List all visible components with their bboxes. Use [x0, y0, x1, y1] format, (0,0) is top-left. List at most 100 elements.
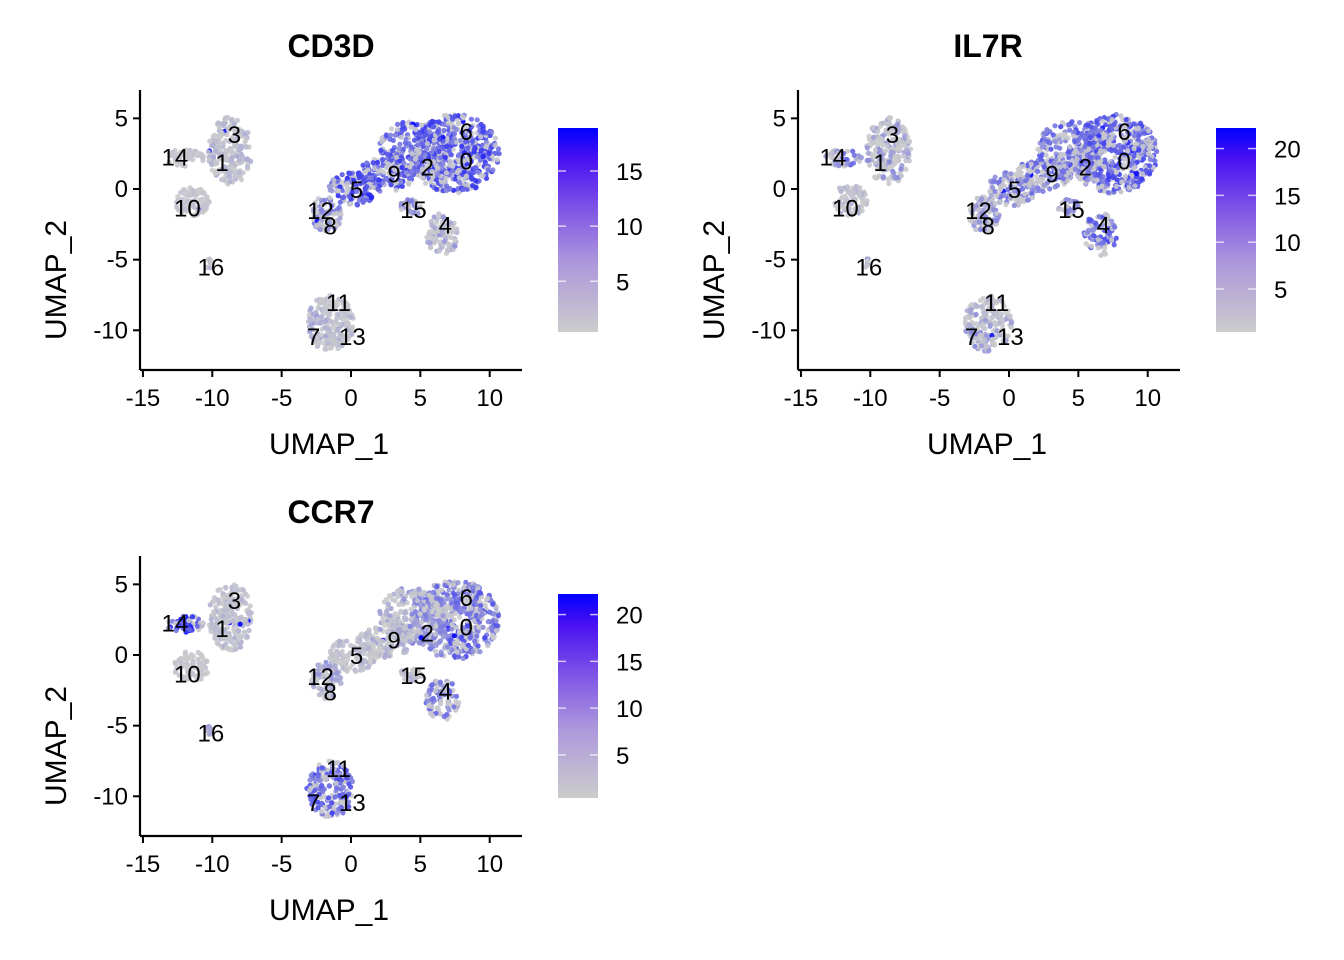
cell-point — [332, 656, 339, 662]
cell-point — [1078, 148, 1084, 154]
cell-point — [409, 611, 415, 617]
x-tick-label: 0 — [1002, 385, 1015, 412]
cell-point — [980, 325, 987, 331]
cell-point — [990, 179, 996, 185]
colorbar-tick-label: 10 — [1274, 230, 1301, 257]
cell-point — [450, 163, 456, 169]
cell-point — [450, 581, 456, 588]
cell-point — [394, 588, 401, 595]
cell-point — [495, 612, 501, 619]
cell-point — [457, 160, 463, 166]
cell-point — [441, 713, 447, 720]
cell-point — [359, 631, 365, 637]
cell-point — [456, 175, 462, 181]
cell-point — [1041, 130, 1047, 136]
y-axis-title: UMAP_2 — [698, 220, 731, 340]
cell-point — [474, 633, 480, 639]
cell-point — [457, 137, 463, 143]
cell-point — [1109, 161, 1115, 167]
x-tick-label: -15 — [784, 385, 819, 412]
cell-point — [478, 147, 484, 153]
cluster-label: 0 — [1117, 149, 1130, 176]
cell-point — [367, 658, 373, 665]
cell-point — [492, 135, 498, 141]
cell-point — [485, 595, 491, 601]
cell-point — [1119, 179, 1125, 185]
cell-point — [407, 639, 413, 645]
cell-point — [1131, 146, 1137, 152]
cell-point — [399, 589, 405, 595]
cell-point — [412, 588, 418, 594]
cell-point — [470, 648, 476, 654]
cell-point — [468, 116, 474, 122]
cell-point — [1071, 129, 1077, 135]
cell-point — [456, 190, 462, 196]
cell-point — [430, 174, 436, 180]
cell-point — [478, 121, 484, 127]
cell-point — [1022, 191, 1028, 197]
cell-point — [850, 189, 857, 195]
cell-point — [494, 157, 500, 163]
cell-point — [451, 617, 457, 623]
cell-point — [838, 188, 844, 194]
x-tick-label: 5 — [1072, 385, 1085, 412]
panel-ccr7: CCR7 -15 -10 -5 0 5 10 -10 -5 0 5 UMAP_1 UMAP_2 0 1 2 3… — [40, 494, 643, 927]
cell-point — [1085, 229, 1091, 235]
cell-point — [428, 179, 434, 185]
cell-point — [1143, 167, 1149, 173]
cluster-label: 14 — [819, 145, 846, 172]
cell-point — [402, 647, 408, 653]
cell-point — [460, 642, 466, 648]
cell-point — [387, 613, 393, 619]
cell-point — [1020, 163, 1026, 169]
cell-point — [490, 167, 496, 173]
cell-point — [1146, 128, 1152, 134]
cell-point — [430, 695, 436, 702]
cell-point — [1086, 146, 1092, 152]
colorbar-tick-label: 5 — [1274, 277, 1287, 304]
cell-point — [851, 152, 857, 158]
cell-point — [1065, 169, 1072, 175]
cell-point — [886, 180, 892, 187]
cell-point — [903, 166, 909, 172]
cell-point — [991, 340, 997, 346]
cell-point — [246, 627, 252, 634]
cell-point — [880, 142, 886, 148]
cell-point — [392, 611, 398, 617]
cell-point — [1081, 134, 1087, 140]
cell-point — [475, 154, 481, 160]
cell-point — [383, 596, 390, 603]
cell-point — [483, 144, 489, 150]
cell-point — [992, 174, 998, 180]
cell-point — [998, 183, 1004, 189]
cell-point — [1090, 227, 1096, 233]
cell-point — [987, 322, 994, 328]
cell-point — [1087, 135, 1093, 141]
cell-point — [1062, 132, 1068, 138]
cell-point — [461, 186, 467, 192]
cell-point — [475, 624, 482, 630]
cell-point — [388, 605, 394, 612]
cell-point — [488, 129, 494, 135]
cell-point — [490, 601, 496, 607]
y-tick-label: -5 — [765, 247, 786, 274]
cell-point — [444, 644, 450, 650]
cell-point — [1095, 172, 1101, 178]
cell-point — [374, 635, 380, 641]
cell-point — [208, 616, 214, 622]
x-tick-label: -10 — [853, 385, 888, 412]
cell-point — [987, 188, 993, 194]
cell-point — [495, 146, 502, 152]
cell-point — [480, 153, 486, 160]
cell-point — [485, 643, 491, 649]
cell-point — [377, 626, 383, 632]
cluster-label: 2 — [1079, 154, 1092, 181]
cell-point — [1105, 190, 1111, 196]
cluster-label: 1 — [873, 150, 886, 177]
cell-point — [394, 121, 401, 127]
cell-point — [434, 186, 440, 192]
cell-point — [870, 134, 876, 140]
cell-point — [460, 115, 466, 121]
cell-point — [1057, 154, 1063, 160]
cell-point — [482, 635, 488, 641]
